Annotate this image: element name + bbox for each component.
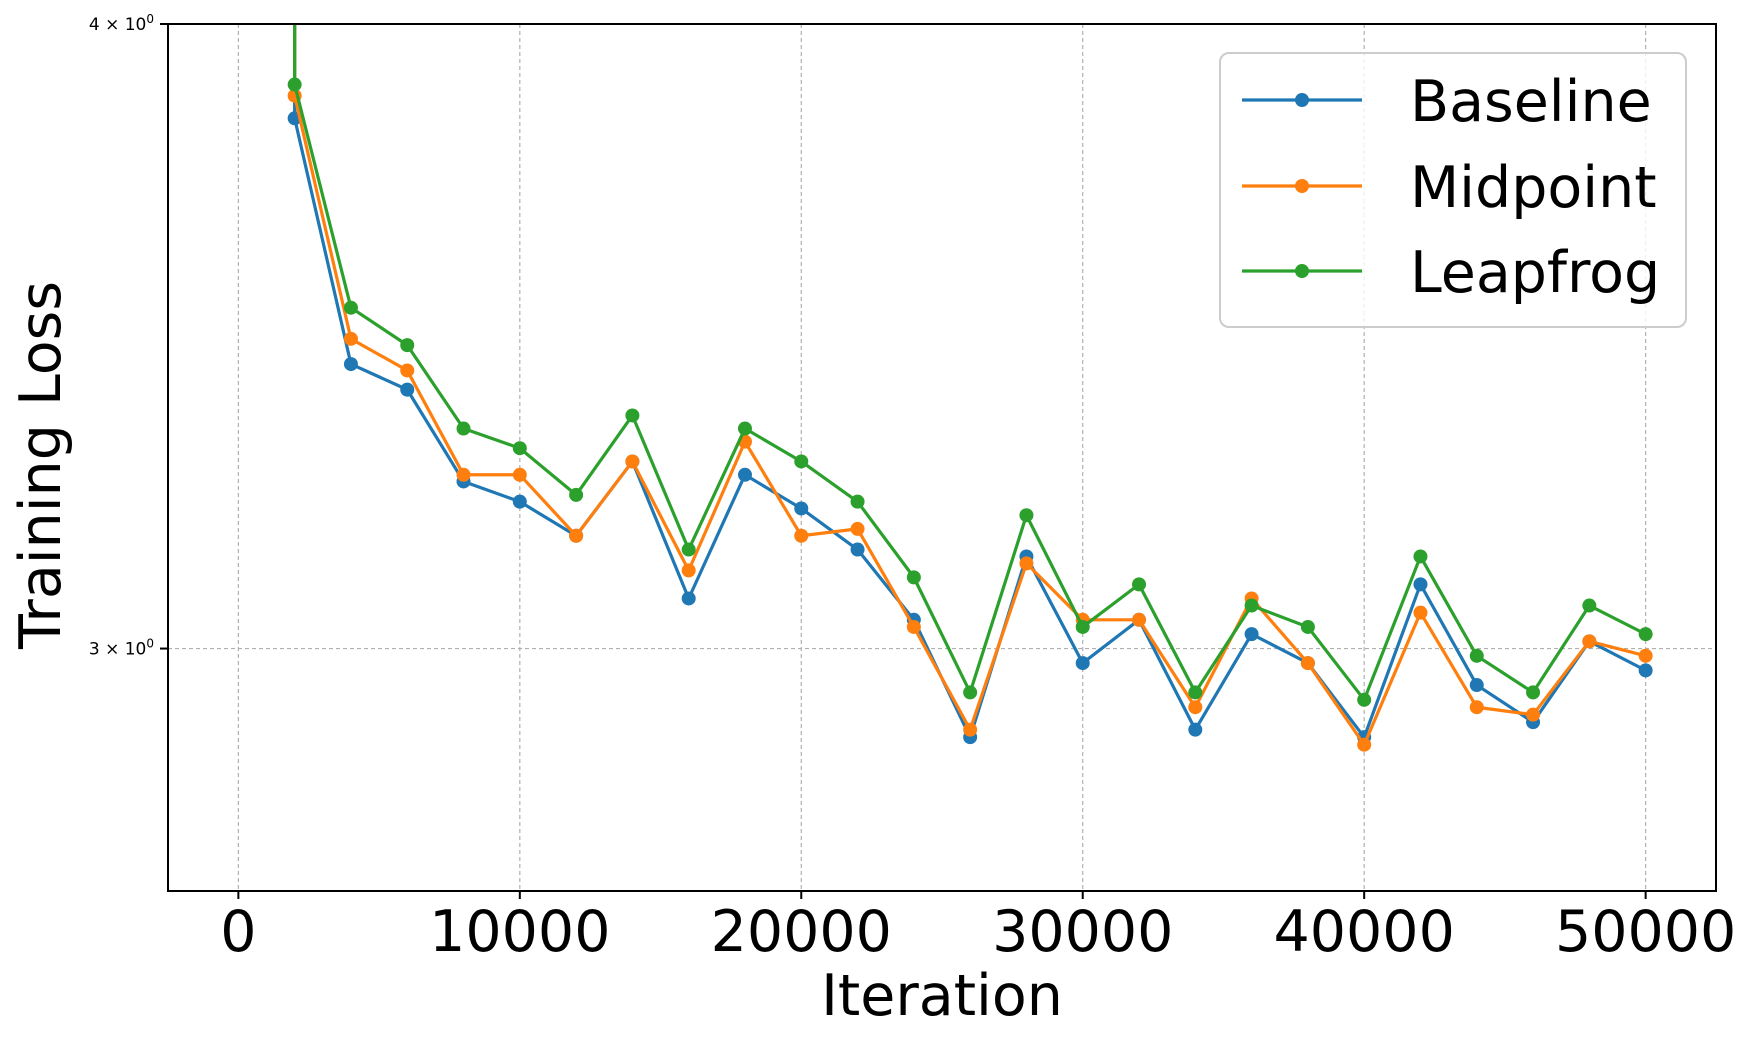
x-tick-label: 30000 bbox=[992, 899, 1173, 965]
data-point bbox=[400, 382, 415, 397]
data-point bbox=[1413, 549, 1428, 564]
data-point bbox=[287, 77, 302, 92]
data-point bbox=[512, 467, 527, 482]
legend-marker-icon bbox=[1295, 264, 1309, 278]
data-point bbox=[1638, 627, 1653, 642]
data-point bbox=[1638, 648, 1653, 663]
data-point bbox=[850, 542, 865, 557]
data-point bbox=[681, 591, 696, 606]
data-point bbox=[1413, 605, 1428, 620]
data-point bbox=[343, 300, 358, 315]
data-point bbox=[569, 487, 584, 502]
data-point bbox=[1357, 692, 1372, 707]
data-point bbox=[681, 563, 696, 578]
data-point bbox=[794, 454, 809, 469]
x-tick-label: 0 bbox=[220, 899, 256, 965]
legend-marker-icon bbox=[1295, 93, 1309, 107]
data-point bbox=[1132, 612, 1147, 627]
data-point bbox=[1300, 656, 1315, 671]
data-point bbox=[1526, 685, 1541, 700]
y-axis-ticks: 4 × 100 3 × 100 bbox=[89, 12, 168, 660]
legend-item-leapfrog: Leapfrog bbox=[1242, 240, 1660, 306]
data-point bbox=[400, 363, 415, 378]
x-axis-ticks: 0 10000 20000 30000 40000 50000 bbox=[220, 891, 1736, 965]
y-tick-label: 3 × 100 bbox=[89, 637, 154, 660]
data-point bbox=[1188, 685, 1203, 700]
series-midpoint bbox=[287, 24, 1653, 752]
data-point bbox=[1132, 577, 1147, 592]
data-point bbox=[625, 454, 640, 469]
legend-box bbox=[1219, 52, 1687, 328]
series-leapfrog bbox=[287, 24, 1653, 707]
x-axis-label: Iteration bbox=[821, 963, 1063, 1029]
data-point bbox=[963, 722, 978, 737]
data-point bbox=[1075, 619, 1090, 634]
legend-item-baseline: Baseline bbox=[1242, 69, 1652, 135]
data-point bbox=[1526, 707, 1541, 722]
legend-label: Leapfrog bbox=[1410, 240, 1660, 306]
data-point bbox=[1188, 722, 1203, 737]
data-point bbox=[1469, 678, 1484, 693]
data-point bbox=[1300, 619, 1315, 634]
data-point bbox=[1244, 598, 1259, 613]
y-tick-label: 4 × 100 bbox=[89, 12, 154, 35]
data-point bbox=[343, 331, 358, 346]
x-tick-label: 40000 bbox=[1274, 899, 1455, 965]
x-tick-label: 10000 bbox=[429, 899, 610, 965]
legend-items: Baseline Midpoint Leapfrog bbox=[1242, 69, 1660, 306]
data-point bbox=[850, 521, 865, 536]
data-point bbox=[906, 570, 921, 585]
data-point bbox=[906, 619, 921, 634]
legend-label: Midpoint bbox=[1410, 155, 1657, 221]
data-point bbox=[737, 421, 752, 436]
legend-item-midpoint: Midpoint bbox=[1242, 155, 1657, 221]
data-point bbox=[794, 501, 809, 516]
series-lines bbox=[287, 24, 1653, 752]
data-point bbox=[963, 685, 978, 700]
legend-label: Baseline bbox=[1410, 69, 1652, 135]
x-tick-label: 50000 bbox=[1555, 899, 1736, 965]
data-point bbox=[1638, 663, 1653, 678]
data-point bbox=[456, 467, 471, 482]
data-point bbox=[400, 338, 415, 353]
legend: Baseline Midpoint Leapfrog bbox=[1219, 52, 1687, 328]
data-point bbox=[343, 357, 358, 372]
plot-area-frame bbox=[167, 23, 1717, 892]
data-point bbox=[1019, 556, 1034, 571]
data-point bbox=[1357, 737, 1372, 752]
data-point bbox=[737, 467, 752, 482]
data-point bbox=[794, 528, 809, 543]
data-point bbox=[681, 542, 696, 557]
legend-marker-icon bbox=[1295, 179, 1309, 193]
data-point bbox=[1582, 634, 1597, 649]
data-point bbox=[1582, 598, 1597, 613]
data-point bbox=[512, 441, 527, 456]
data-point bbox=[1469, 648, 1484, 663]
data-point bbox=[1019, 508, 1034, 523]
data-point bbox=[569, 528, 584, 543]
y-axis-label: Training Loss bbox=[8, 281, 74, 650]
data-point bbox=[512, 494, 527, 509]
data-point bbox=[1075, 656, 1090, 671]
x-tick-label: 20000 bbox=[711, 899, 892, 965]
data-point bbox=[456, 421, 471, 436]
data-point bbox=[1413, 577, 1428, 592]
data-point bbox=[850, 494, 865, 509]
data-point bbox=[625, 408, 640, 423]
data-point bbox=[1244, 627, 1259, 642]
data-point bbox=[1469, 700, 1484, 715]
data-point bbox=[1188, 700, 1203, 715]
